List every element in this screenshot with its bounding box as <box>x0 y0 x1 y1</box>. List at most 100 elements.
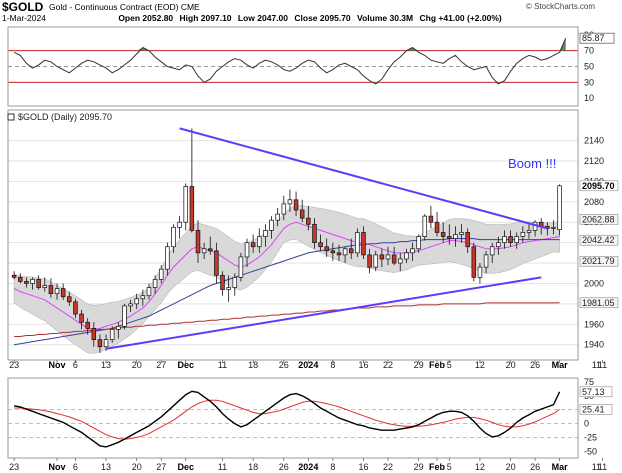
macd-value-label: 57.13 <box>582 387 605 397</box>
x-tick-label: 11 <box>598 360 607 370</box>
x-tick-label: Nov <box>49 360 66 370</box>
x-tick-label: 27 <box>156 462 166 472</box>
macd-value-box <box>579 386 613 398</box>
candle-body <box>324 246 329 252</box>
candle-body <box>165 246 170 270</box>
price-ytick: 2000 <box>584 278 604 288</box>
candle-body <box>48 285 54 295</box>
symbol-title: $GOLD <box>2 0 44 14</box>
candle-body <box>330 250 336 254</box>
candle-body <box>373 254 378 268</box>
candle-body <box>496 242 501 248</box>
candle-body <box>263 230 268 237</box>
x-tick-label: 26 <box>279 462 289 472</box>
open-value: 2052.80 <box>142 13 174 23</box>
low-value: 2047.00 <box>257 13 289 23</box>
candle-body <box>342 248 348 256</box>
x-tick-label: Feb <box>429 462 446 472</box>
low-label: Low <box>237 13 255 23</box>
candle-body <box>24 281 29 284</box>
high-label: High <box>179 13 199 23</box>
price-ytick: 2120 <box>584 156 604 166</box>
candle-body <box>526 230 532 233</box>
candle-body <box>508 236 513 244</box>
candle-body <box>379 254 385 260</box>
rsi-ytick: 10 <box>584 93 594 103</box>
sma200-line <box>14 302 560 337</box>
volume-value: 30.3M <box>389 13 414 23</box>
price-value-label: 2095.70 <box>582 181 615 191</box>
candle-body <box>416 236 421 250</box>
x-tick-label: 26 <box>279 360 289 370</box>
x-tick-label: 8 <box>330 360 335 370</box>
x-tick-label: 26 <box>530 360 540 370</box>
candle-body <box>214 250 219 276</box>
quote-date: 1-Mar-2024 <box>2 13 46 23</box>
candle-body <box>226 287 231 290</box>
rsi-ytick: 30 <box>584 77 594 87</box>
candle-body <box>348 248 354 254</box>
candle-body <box>60 288 66 298</box>
instrument-name-text: Gold - Continuous Contract (EOD) <box>49 2 179 12</box>
x-tick-label: 11 <box>598 462 607 472</box>
macd-ytick: 0 <box>584 419 589 429</box>
candle-body <box>30 279 35 284</box>
instrument-name: Gold - Continuous Contract (EOD) CME <box>49 2 200 12</box>
chg-value: +41.00 (+2.00%) <box>438 13 502 23</box>
x-tick-label: Nov <box>49 462 66 472</box>
price-ytick: 2080 <box>584 197 604 207</box>
price-legend: $GOLD (Daily) 2095.70 <box>7 112 112 122</box>
candle-body <box>208 248 213 252</box>
macd-background <box>8 378 578 458</box>
price-frame <box>7 109 579 361</box>
candle-body <box>514 236 519 244</box>
candle-body <box>434 221 440 233</box>
x-tick-label: Dec <box>177 462 194 472</box>
x-tick-label: Feb <box>429 360 446 370</box>
candle-body <box>220 274 225 290</box>
high-value: 2097.10 <box>200 13 232 23</box>
candle-body <box>116 325 121 330</box>
rsi-panel: 103050709085.87 <box>7 26 615 107</box>
rsi-overbought-fill <box>136 47 143 51</box>
x-tick-label: 12 <box>475 462 485 472</box>
candle-body <box>42 285 48 288</box>
candle-body <box>257 236 262 248</box>
price-value-label: 2042.42 <box>582 235 615 245</box>
x-tick-label: 6 <box>73 462 78 472</box>
rsi-ytick: 50 <box>584 62 594 72</box>
rsi-last-box <box>579 32 615 44</box>
candle-body <box>122 305 127 327</box>
price-value-box <box>579 255 619 267</box>
x-tick-label: 20 <box>132 462 142 472</box>
x-tick-label: 13 <box>101 462 111 472</box>
price-ytick: 2140 <box>584 136 604 146</box>
x-tick-label: 20 <box>506 462 516 472</box>
x-tick-label: 20 <box>506 360 516 370</box>
x-tick-label: 26 <box>530 462 540 472</box>
x-tick-label: 23 <box>9 462 19 472</box>
candle-body <box>201 248 207 254</box>
x-tick-label: 22 <box>383 462 393 472</box>
price-legend-label: $GOLD (Daily) 2095.70 <box>18 112 112 122</box>
candle-body <box>158 268 164 280</box>
candle-body <box>398 258 403 264</box>
candle-body <box>440 232 446 237</box>
x-tick-label: 2024 <box>298 462 318 472</box>
candle-body <box>489 246 495 256</box>
price-value-box <box>579 180 619 192</box>
candle-body <box>73 301 78 315</box>
candle-body <box>447 236 452 239</box>
candle-body <box>146 287 152 297</box>
candle-body <box>385 254 391 260</box>
x-tick-label: 29 <box>414 462 424 472</box>
upper-trendline <box>179 127 548 230</box>
candle-body <box>85 321 90 329</box>
x-tick-label: 12 <box>475 360 485 370</box>
candle-body <box>355 232 360 254</box>
x-tick-label: 27 <box>156 360 166 370</box>
open-label: Open <box>118 13 141 23</box>
x-tick-label: 2024 <box>298 360 318 370</box>
candle-body <box>67 296 72 303</box>
